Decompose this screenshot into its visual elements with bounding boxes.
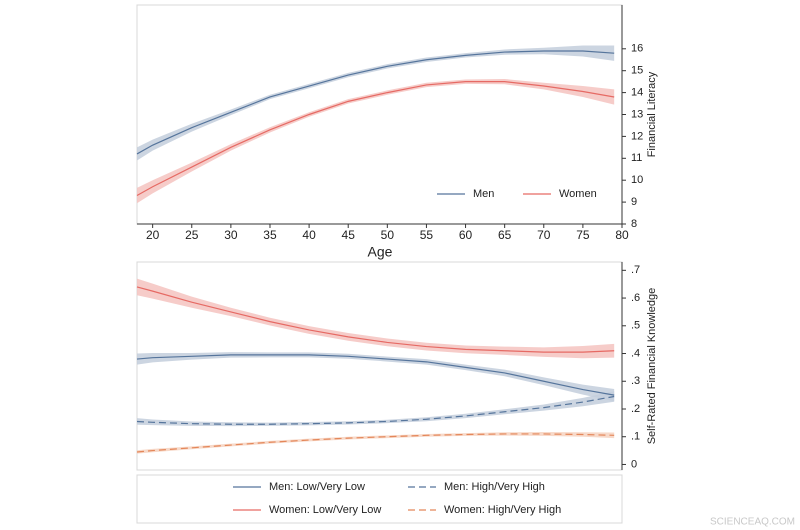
series-line <box>136 354 615 396</box>
y-tick-label: 13 <box>631 108 643 120</box>
legend-label: Men <box>473 188 494 200</box>
y-tick-label: .4 <box>631 347 640 359</box>
y-axis-title: Self-Rated Financial Knowledge <box>646 288 658 445</box>
x-tick-label: 60 <box>459 228 473 242</box>
plot-frame <box>136 261 623 471</box>
y-tick-label: 16 <box>631 43 643 55</box>
x-tick-label: 25 <box>185 228 199 242</box>
confidence-band <box>137 391 615 427</box>
y-tick-label: 14 <box>631 87 643 99</box>
x-tick-label: 50 <box>381 228 395 242</box>
y-tick-label: 12 <box>631 130 643 142</box>
confidence-band <box>137 278 615 359</box>
y-tick-label: 10 <box>631 174 643 186</box>
y-tick-label: .5 <box>631 320 640 332</box>
y-tick-label: 8 <box>631 218 637 230</box>
confidence-band <box>137 432 615 454</box>
y-tick-label: .1 <box>631 431 640 443</box>
y-tick-label: .7 <box>631 264 640 276</box>
x-tick-label: 65 <box>498 228 512 242</box>
y-tick-label: 15 <box>631 65 643 77</box>
x-axis-title: Age <box>368 244 393 260</box>
confidence-band <box>137 352 615 402</box>
series-line <box>136 286 615 353</box>
legend-label: Women: High/Very High <box>444 504 561 516</box>
legend-box <box>136 474 623 524</box>
legend-label: Men: High/Very High <box>444 481 545 493</box>
y-tick-label: .6 <box>631 292 640 304</box>
legend-label: Men: Low/Very Low <box>269 481 365 493</box>
series-line <box>136 50 615 155</box>
plot-frame <box>136 4 623 225</box>
legend-label: Women <box>559 188 597 200</box>
y-axis-title: Financial Literacy <box>646 71 658 157</box>
y-tick-label: 11 <box>631 152 642 164</box>
x-tick-label: 20 <box>146 228 160 242</box>
x-tick-label: 45 <box>342 228 356 242</box>
x-tick-label: 55 <box>420 228 434 242</box>
y-tick-label: .2 <box>631 403 640 415</box>
series-line <box>136 81 615 197</box>
legend-label: Women: Low/Very Low <box>269 504 381 516</box>
y-tick-label: .3 <box>631 375 640 387</box>
x-tick-label: 75 <box>576 228 590 242</box>
x-tick-label: 30 <box>224 228 238 242</box>
x-tick-label: 40 <box>302 228 316 242</box>
watermark: SCIENCEAQ.COM <box>710 517 795 528</box>
confidence-band <box>137 45 615 161</box>
x-tick-label: 35 <box>263 228 277 242</box>
y-tick-label: 9 <box>631 196 637 208</box>
series-line <box>136 433 615 453</box>
series-line <box>136 395 615 425</box>
y-tick-label: 0 <box>631 458 637 470</box>
x-tick-label: 70 <box>537 228 551 242</box>
confidence-band <box>137 79 615 204</box>
x-tick-label: 80 <box>615 228 629 242</box>
